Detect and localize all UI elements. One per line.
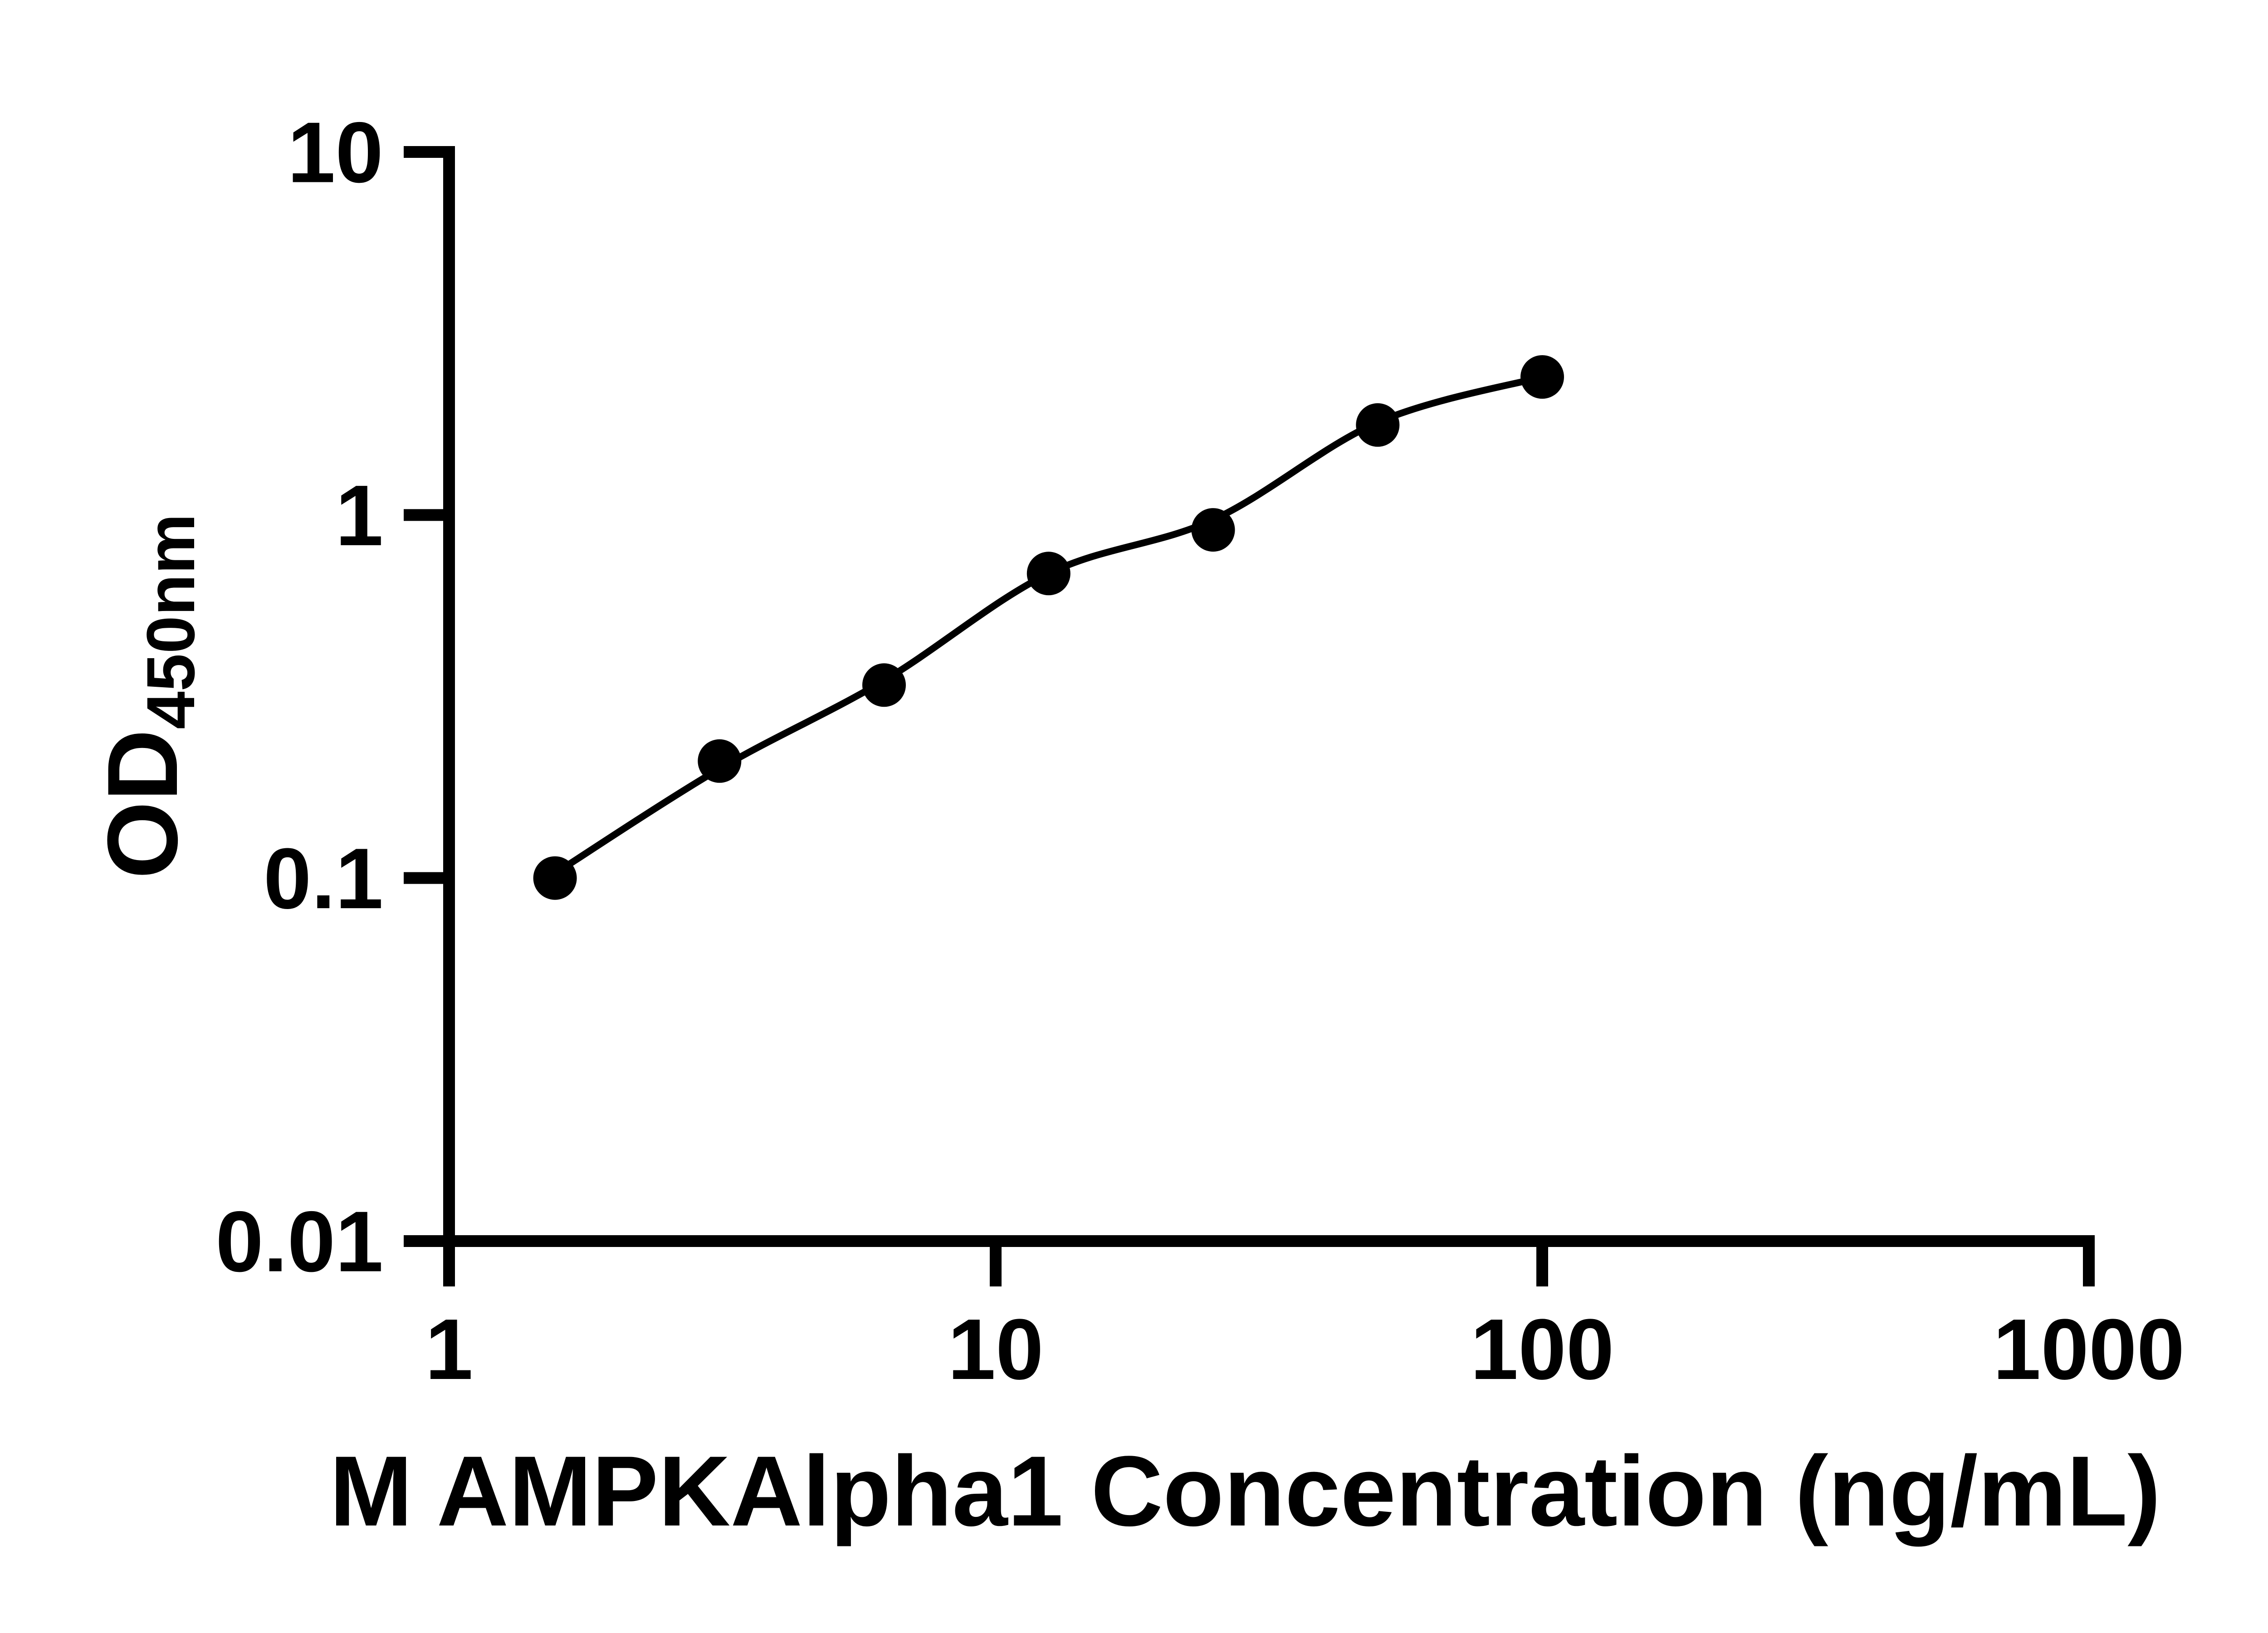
x-tick-label-10: 10 xyxy=(948,1301,1043,1398)
fit-curve xyxy=(553,373,1543,876)
y-tick-label-0.01: 0.01 xyxy=(215,1194,383,1290)
data-point-3.125 xyxy=(698,739,742,783)
x-tick-label-1000: 1000 xyxy=(1993,1301,2185,1398)
x-tick-label-100: 100 xyxy=(1470,1301,1614,1398)
data-point-12.5 xyxy=(1026,552,1070,596)
data-point-6.25 xyxy=(862,663,906,707)
y-axis-title-subscript: 450nm xyxy=(132,513,209,729)
x-axis-title: M AMPKAlpha1 Concentration (ng/mL) xyxy=(329,1435,2160,1547)
y-tick-label-0.1: 0.1 xyxy=(264,831,383,927)
y-axis-title: OD450nm xyxy=(87,513,209,879)
data-point-100 xyxy=(1520,355,1564,399)
y-tick-label-10: 10 xyxy=(288,105,383,201)
x-tick-label-1: 1 xyxy=(425,1301,473,1398)
y-axis-title-main: OD xyxy=(87,729,198,879)
data-point-50 xyxy=(1356,403,1400,447)
data-point-25 xyxy=(1191,508,1235,552)
data-point-1.5625 xyxy=(533,856,577,900)
y-tick-label-1: 1 xyxy=(335,468,383,564)
